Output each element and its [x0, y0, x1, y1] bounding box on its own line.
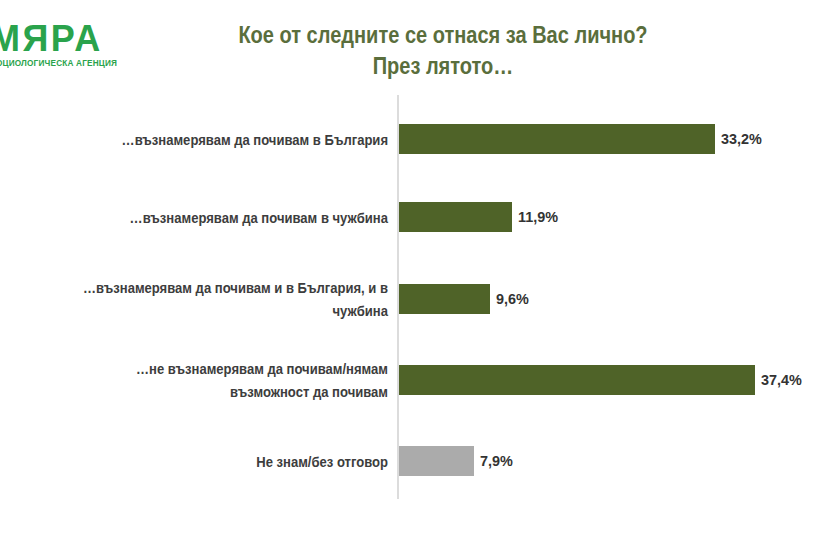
value-label: 11,9%	[518, 208, 558, 226]
category-label: Не знам/без отговор	[40, 450, 388, 473]
bar	[399, 446, 474, 476]
bar	[399, 365, 755, 395]
category-label: …възнамерявам да почивам и в България, и…	[40, 276, 388, 322]
category-label: …възнамерявам да почивам в чужбина	[40, 206, 388, 229]
value-label: 37,4%	[761, 371, 802, 389]
logo-subtitle: СОЦИОЛОГИЧЕСКА АГЕНЦИЯ	[0, 60, 117, 68]
bar	[399, 202, 512, 232]
logo: МЯРА СОЦИОЛОГИЧЕСКА АГЕНЦИЯ	[0, 21, 117, 68]
chart-title-line1: Кое от следните се отнася за Вас лично?	[204, 20, 683, 51]
logo-text: МЯРА	[0, 21, 117, 57]
bar	[399, 124, 715, 154]
value-label: 7,9%	[480, 452, 513, 470]
value-label: 33,2%	[721, 130, 762, 148]
chart-title: Кое от следните се отнася за Вас лично? …	[204, 20, 683, 82]
value-label: 9,6%	[496, 290, 529, 308]
chart-title-line2: През лятото…	[204, 51, 683, 82]
category-label: …не възнамерявам да почивам/нямам възмож…	[40, 357, 388, 403]
bar	[399, 284, 490, 314]
category-label: …възнамерявам да почивам в България	[40, 128, 388, 151]
